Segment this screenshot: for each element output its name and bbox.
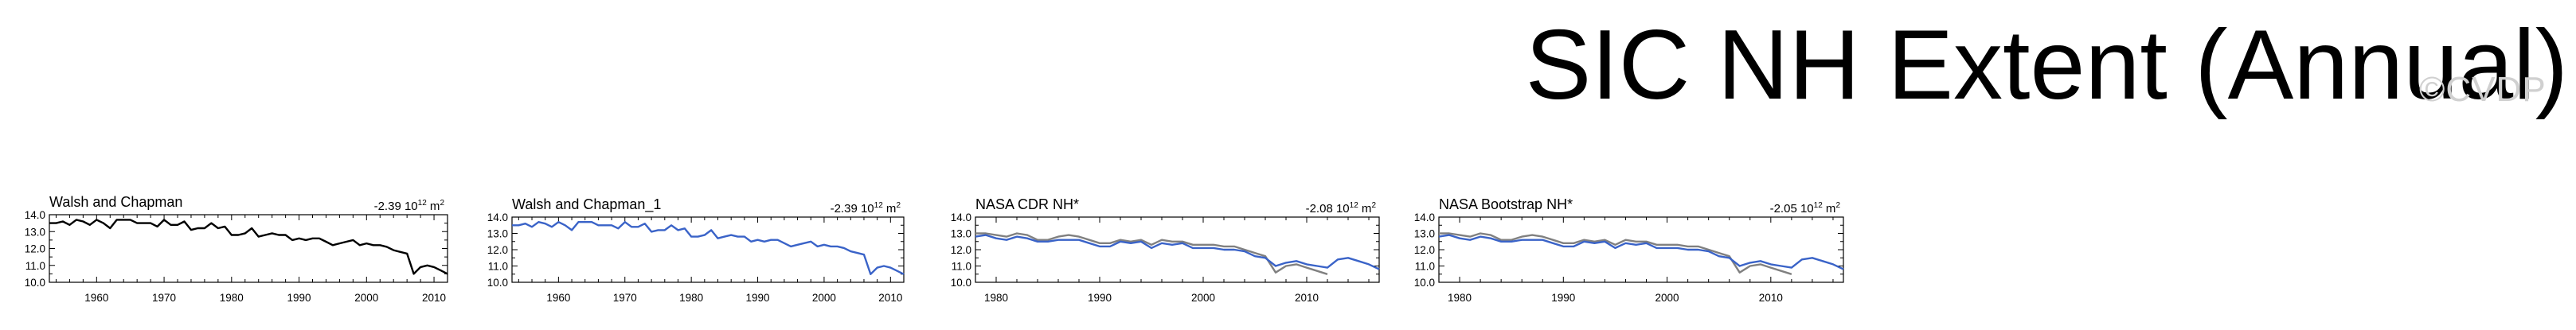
x-tick-label: 2010: [1759, 292, 1783, 304]
y-tick-label: 13.0: [25, 226, 45, 238]
y-tick-label: 12.0: [487, 244, 508, 256]
y-tick-label: 12.0: [25, 243, 45, 255]
y-tick-label: 11.0: [488, 261, 508, 273]
x-tick-label: 2010: [878, 292, 902, 304]
cvdp-watermark: ©CVDP: [2419, 70, 2547, 109]
x-tick-label: 1990: [746, 292, 770, 304]
y-tick-label: 13.0: [951, 228, 971, 240]
y-tick-label: 10.0: [25, 277, 45, 289]
x-tick-label: 2000: [1655, 292, 1679, 304]
y-tick-label: 14.0: [1414, 212, 1435, 223]
x-tick-label: 2000: [812, 292, 836, 304]
x-tick-label: 2010: [422, 292, 446, 304]
x-tick-label: 1960: [84, 292, 108, 304]
x-tick-label: 1990: [287, 292, 311, 304]
plot-frame: [1438, 216, 1844, 283]
x-tick-label: 1990: [1088, 292, 1112, 304]
y-tick-label: 12.0: [1414, 244, 1435, 256]
panel-title: Walsh and Chapman: [49, 194, 182, 210]
y-tick-label: 10.0: [1414, 277, 1435, 289]
trend-label: -2.39 1012 m2: [374, 199, 445, 213]
x-tick-label: 1960: [546, 292, 570, 304]
x-tick-label: 2010: [1295, 292, 1319, 304]
series-line-1: [1438, 234, 1844, 270]
y-tick-label: 14.0: [951, 212, 971, 223]
x-tick-label: 1980: [220, 292, 244, 304]
x-tick-label: 1970: [152, 292, 176, 304]
y-tick-label: 13.0: [487, 228, 508, 240]
plot-frame: [49, 214, 448, 283]
y-tick-label: 13.0: [1414, 228, 1435, 240]
panel-title: NASA Bootstrap NH*: [1439, 196, 1573, 212]
series-line-0: [49, 219, 448, 275]
figure-title: SIC NH Extent (Annual): [1525, 10, 2568, 120]
trend-label: -2.05 1012 m2: [1770, 201, 1841, 215]
trend-label: -2.08 1012 m2: [1306, 201, 1377, 215]
panel-title: Walsh and Chapman_1: [512, 196, 661, 213]
x-tick-label: 1980: [1448, 292, 1472, 304]
y-tick-label: 14.0: [25, 209, 45, 221]
x-tick-label: 1970: [613, 292, 637, 304]
series-line-0: [512, 221, 905, 275]
x-tick-label: 1980: [679, 292, 703, 304]
y-tick-label: 10.0: [951, 277, 971, 289]
y-tick-label: 12.0: [951, 244, 971, 256]
trend-label: -2.39 1012 m2: [831, 201, 901, 215]
plot-frame: [975, 216, 1380, 283]
y-tick-label: 11.0: [25, 260, 45, 272]
y-tick-label: 11.0: [952, 261, 971, 273]
x-tick-label: 1980: [984, 292, 1008, 304]
plot-frame: [511, 216, 905, 283]
y-tick-label: 10.0: [487, 277, 508, 289]
panel-title: NASA CDR NH*: [975, 196, 1079, 212]
x-tick-label: 2000: [1191, 292, 1215, 304]
series-line-1: [975, 234, 1380, 270]
x-tick-label: 1990: [1551, 292, 1575, 304]
x-tick-label: 2000: [354, 292, 378, 304]
y-tick-label: 11.0: [1415, 261, 1435, 273]
y-tick-label: 14.0: [487, 212, 508, 223]
